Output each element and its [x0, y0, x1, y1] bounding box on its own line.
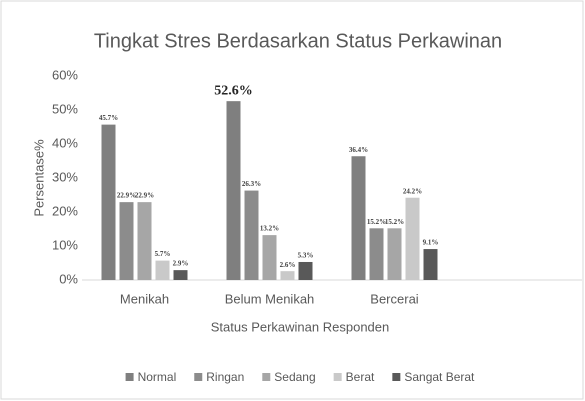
legend-label: Normal: [138, 370, 177, 384]
data-label: 52.6%: [214, 83, 253, 98]
data-label: 13.2%: [260, 225, 279, 233]
data-label: 22.9%: [135, 192, 154, 200]
y-tick-label: 40%: [52, 135, 78, 150]
legend-swatch: [392, 373, 401, 381]
bar: [101, 124, 116, 281]
x-tick-label: Belum Menikah: [225, 291, 315, 306]
bar: [173, 270, 188, 280]
data-label: 2.6%: [280, 261, 296, 269]
bar: [119, 202, 134, 280]
legend-label: Ringan: [206, 370, 244, 384]
legend-swatch: [194, 373, 203, 381]
x-tick-label: Bercerai: [370, 291, 419, 306]
bar: [244, 190, 259, 280]
data-label: 2.9%: [173, 260, 189, 268]
bar: [298, 261, 313, 280]
data-label: 5.3%: [298, 252, 314, 260]
bar: [351, 156, 366, 280]
data-label: 9.1%: [423, 239, 439, 247]
x-tick-label: Menikah: [120, 291, 169, 306]
bar: [262, 235, 277, 280]
y-tick-label: 0%: [59, 271, 78, 286]
data-label: 24.2%: [403, 187, 422, 195]
y-tick-label: 60%: [52, 67, 78, 82]
bar: [423, 249, 438, 280]
data-label: 26.3%: [242, 180, 261, 188]
data-label: 5.7%: [155, 250, 171, 258]
bar: [226, 101, 241, 280]
legend-swatch: [333, 373, 342, 381]
x-axis-title: Status Perkawinan Responden: [211, 319, 390, 334]
data-label: 15.2%: [385, 218, 404, 226]
legend-swatch: [262, 373, 271, 381]
bar: [137, 202, 152, 280]
legend-label: Berat: [346, 370, 375, 384]
legend-label: Sangat Berat: [404, 370, 475, 384]
y-tick-label: 50%: [52, 101, 78, 116]
data-label: 15.2%: [367, 218, 386, 226]
data-label: 36.4%: [349, 146, 368, 154]
bar: [369, 228, 384, 280]
y-tick-label: 20%: [52, 203, 78, 218]
y-tick-label: 30%: [52, 169, 78, 184]
chart-title: Tingkat Stres Berdasarkan Status Perkawi…: [94, 30, 502, 52]
legend-swatch: [125, 373, 134, 381]
data-label: 45.7%: [99, 114, 118, 122]
legend-label: Sedang: [274, 370, 315, 384]
data-label: 22.9%: [117, 192, 136, 200]
bar: [280, 271, 295, 280]
bar: [155, 260, 170, 280]
y-tick-label: 10%: [52, 237, 78, 252]
y-axis-title: Persentase%: [31, 139, 46, 217]
bar: [405, 197, 420, 280]
bar: [387, 228, 402, 280]
